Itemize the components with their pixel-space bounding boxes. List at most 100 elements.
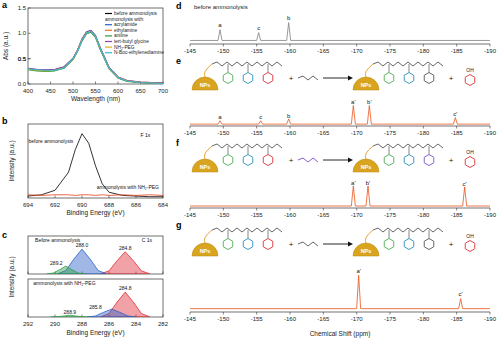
plus-sign: + xyxy=(289,240,294,249)
x-tick xyxy=(390,44,391,47)
line-series xyxy=(28,134,163,197)
x-tick-label: -185 xyxy=(451,130,464,136)
reaction-scheme: NPs+NPs+OH xyxy=(192,62,475,90)
annotation: c xyxy=(257,25,260,31)
bond xyxy=(268,230,269,239)
polymer-chain xyxy=(212,144,282,148)
ring xyxy=(243,155,253,166)
x-tick-label: -170 xyxy=(351,316,364,322)
x-tick-label: -160 xyxy=(284,48,297,54)
annotation: ammonolysis with NH₂-PEG xyxy=(33,280,95,286)
leaving-group-label: OH xyxy=(466,233,474,239)
x-tick-label: -170 xyxy=(351,130,364,136)
x-tick xyxy=(423,44,424,47)
bond xyxy=(389,230,390,239)
x-tick-label: -190 xyxy=(484,212,497,218)
panel-label: a xyxy=(2,0,8,10)
bond xyxy=(409,64,410,73)
x-tick-label: 400 xyxy=(23,88,34,94)
x-axis xyxy=(190,44,490,45)
anchor-linker xyxy=(365,230,373,243)
x-tick xyxy=(73,82,74,85)
y-tick xyxy=(28,33,31,34)
y-tick-label: 1.5 xyxy=(18,5,27,11)
legend-swatch xyxy=(105,30,112,31)
ring xyxy=(223,155,233,166)
y-tick-label: 1.0 xyxy=(18,30,27,36)
x-tick xyxy=(190,312,191,315)
bond xyxy=(228,230,229,239)
x-tick-label: 282 xyxy=(158,321,169,327)
bond xyxy=(429,146,430,155)
x-tick xyxy=(323,312,324,315)
ring xyxy=(384,73,394,84)
arrow-head xyxy=(348,76,353,81)
area-series xyxy=(101,252,150,274)
x-tick-label: -190 xyxy=(484,130,497,136)
x-tick xyxy=(356,312,357,315)
plot-frame xyxy=(28,236,163,274)
legend-entry: acrylamide xyxy=(114,22,138,27)
ring xyxy=(263,73,273,84)
anchor-linker xyxy=(204,230,212,243)
legend-entry: aniline xyxy=(114,33,128,38)
x-tick-label: -165 xyxy=(317,130,330,136)
annotation: a xyxy=(218,114,222,120)
area-series xyxy=(47,266,85,274)
x-tick xyxy=(423,126,424,129)
x-tick-label: -145 xyxy=(184,212,197,218)
x-tick-label: -185 xyxy=(451,316,464,322)
ring xyxy=(384,155,394,166)
x-tick xyxy=(490,126,491,129)
ring xyxy=(223,73,233,84)
bond xyxy=(228,146,229,155)
nanoparticle-label: NPs xyxy=(361,164,372,170)
x-tick-label: -180 xyxy=(417,130,430,136)
panel-label: b xyxy=(2,116,8,126)
panel-label: g xyxy=(176,220,182,230)
subtitle: before ammonolysis xyxy=(194,4,248,10)
nanoparticle-label: NPs xyxy=(200,164,211,170)
x-tick-label: -180 xyxy=(417,212,430,218)
x-tick xyxy=(490,208,491,211)
bond xyxy=(409,146,410,155)
x-tick-label: 600 xyxy=(113,88,124,94)
plus-sign: + xyxy=(289,74,294,83)
annotation: before ammonolysis xyxy=(29,138,74,144)
legend-entry: N-Boc-ethylenediamine xyxy=(114,50,164,55)
x-tick xyxy=(95,82,96,85)
x-tick-label: 650 xyxy=(135,88,146,94)
annotation: a xyxy=(218,22,222,28)
legend-swatch xyxy=(105,46,112,47)
polymer-chain xyxy=(212,228,282,232)
x-tick-label: -165 xyxy=(317,48,330,54)
bond xyxy=(228,64,229,73)
ring xyxy=(243,73,253,84)
nanoparticle xyxy=(192,243,218,256)
x-tick xyxy=(290,312,291,315)
x-tick xyxy=(190,44,191,47)
x-tick-label: -190 xyxy=(484,316,497,322)
x-tick xyxy=(190,126,191,129)
x-tick-label: 700 xyxy=(158,88,169,94)
amine-reagent xyxy=(298,242,318,246)
x-tick-label: -160 xyxy=(284,212,297,218)
y-tick xyxy=(28,58,31,59)
ring xyxy=(404,155,414,166)
annotation: b xyxy=(287,113,291,119)
y-tick xyxy=(28,58,31,59)
plus-sign: + xyxy=(449,240,454,249)
leaving-group-label: OH xyxy=(466,149,474,155)
line-series xyxy=(28,194,163,196)
plus-sign: + xyxy=(449,156,454,165)
legend-title: ammonolysis with: xyxy=(105,17,144,22)
x-tick xyxy=(490,44,491,47)
x-tick xyxy=(50,82,51,85)
panel-label: c xyxy=(2,230,7,240)
line-series xyxy=(190,186,490,206)
x-tick xyxy=(423,208,424,211)
legend-swatch xyxy=(105,41,112,42)
line-series xyxy=(190,105,490,124)
line-series xyxy=(28,32,163,83)
annotation: b' xyxy=(366,180,370,186)
